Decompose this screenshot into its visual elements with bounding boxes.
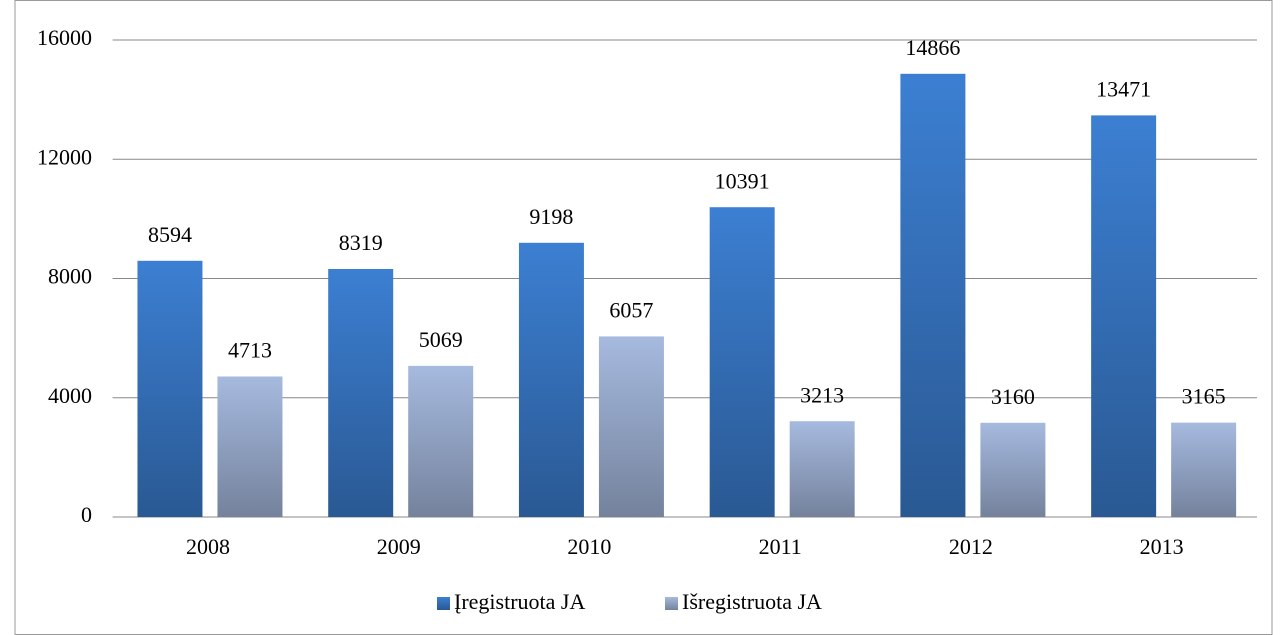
value-label: 4713 [228,338,272,363]
y-tick-label: 0 [81,502,92,527]
bar [137,260,203,517]
value-label: 6057 [609,297,653,322]
y-tick-label: 16000 [37,25,92,50]
bar [518,242,584,518]
bar [598,336,664,517]
bar [1171,422,1237,517]
y-tick-label: 4000 [48,383,92,408]
x-tick-label: 2009 [377,534,421,559]
y-tick-label: 8000 [48,264,92,289]
legend-label: Įregistruota JA [454,589,585,614]
value-label: 3165 [1182,384,1226,409]
value-label: 3213 [800,382,844,407]
legend-label: Išregistruota JA [682,589,822,614]
legend-swatch [665,597,678,610]
legend-swatch [437,597,450,610]
bar [900,73,966,517]
x-tick-label: 2008 [186,534,230,559]
bar [1091,115,1157,517]
bar [217,376,283,517]
y-tick-label: 12000 [37,144,92,169]
value-label: 8319 [339,230,383,255]
value-label: 8594 [148,222,192,247]
value-label: 5069 [419,327,463,352]
x-tick-label: 2010 [567,534,611,559]
x-tick-label: 2013 [1140,534,1184,559]
value-label: 13471 [1096,76,1151,101]
value-label: 14866 [905,35,960,60]
bar [789,421,855,517]
chart-border [14,0,1273,635]
bar [408,365,474,517]
x-tick-label: 2011 [759,534,802,559]
bar [328,268,394,517]
value-label: 3160 [991,384,1035,409]
bar [709,207,775,517]
x-tick-label: 2012 [949,534,993,559]
value-label: 9198 [529,204,573,229]
value-label: 10391 [715,168,770,193]
bar [980,422,1046,517]
